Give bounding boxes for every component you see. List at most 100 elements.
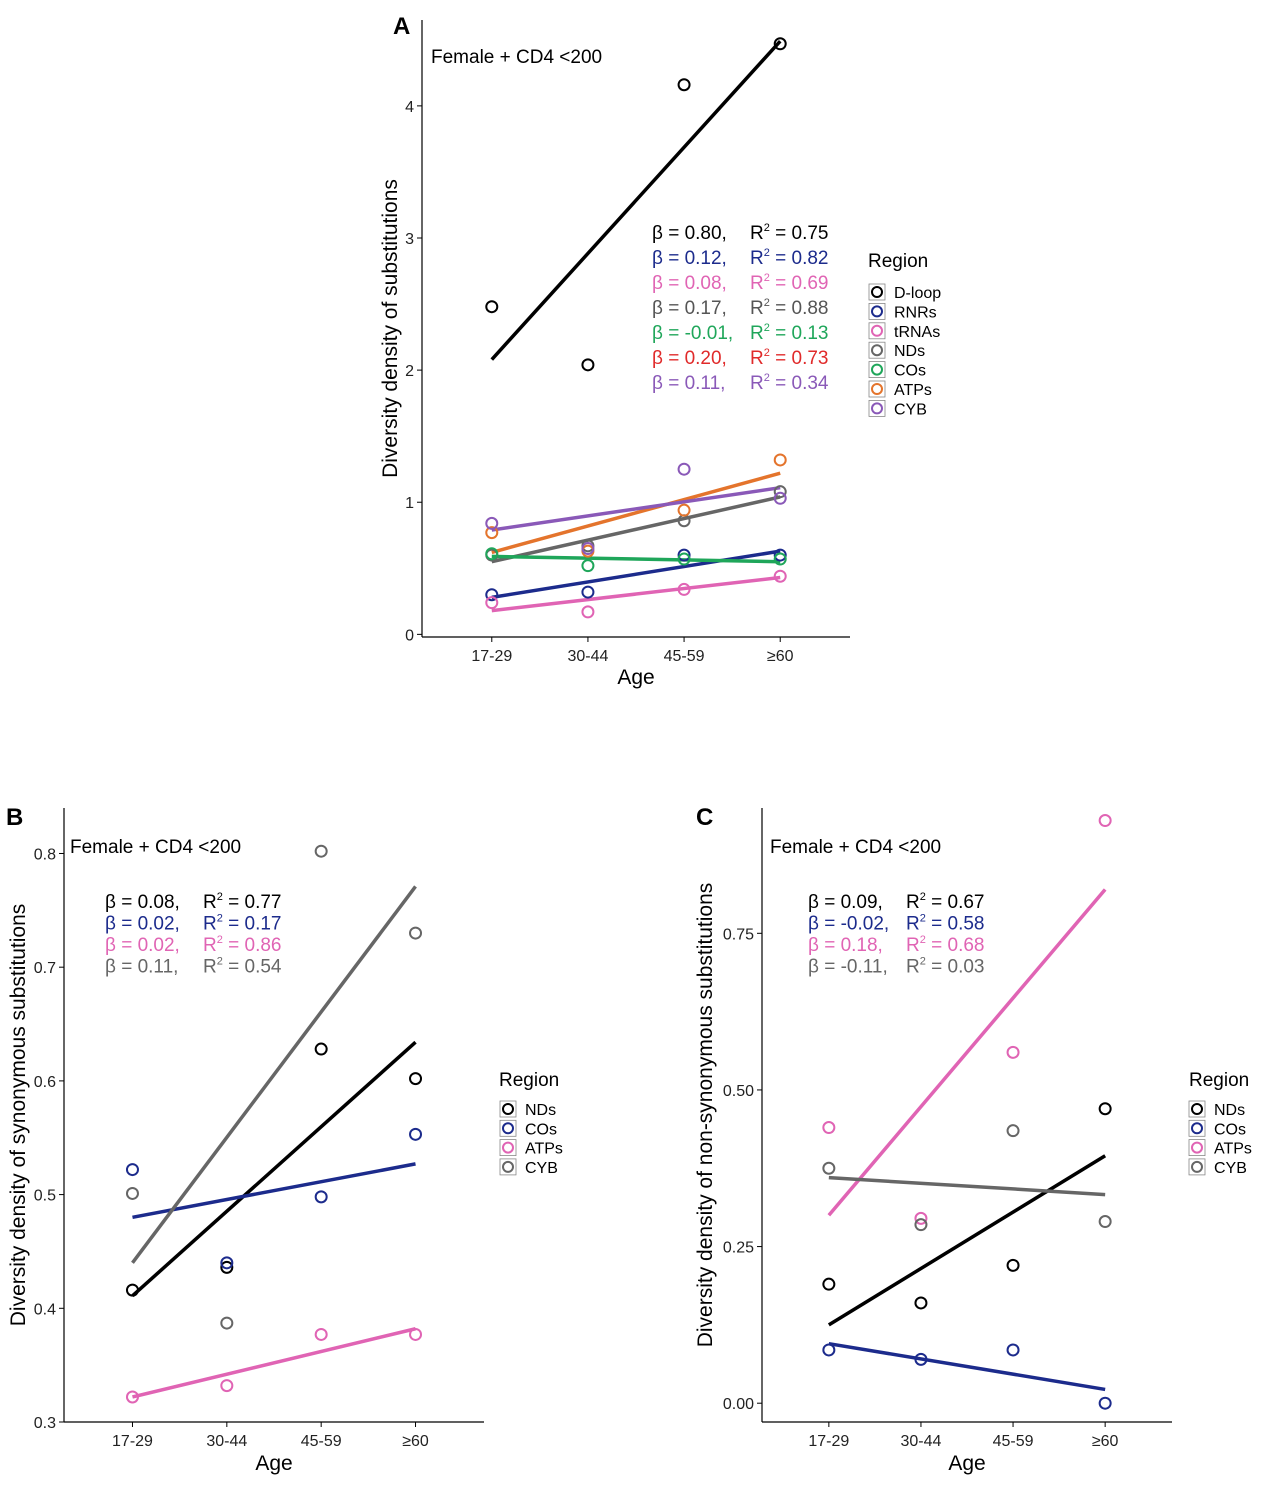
y-tick-label: 3 xyxy=(405,231,414,248)
y-tick-label: 0.50 xyxy=(723,1083,754,1100)
legend-key-box xyxy=(868,380,886,398)
legend-label-nds: NDs xyxy=(525,1102,556,1119)
x-axis-label: Age xyxy=(255,1452,292,1475)
stat-beta: β = 0.08, xyxy=(652,273,727,294)
data-point-cyb xyxy=(914,1218,928,1232)
x-tick-label: 45-59 xyxy=(301,1433,342,1450)
legend-key-box xyxy=(499,1119,517,1137)
y-tick-label: 0.8 xyxy=(34,846,56,863)
stat-r2: R2 = 0.13 xyxy=(750,322,829,344)
legend-key-box xyxy=(1188,1158,1206,1176)
data-point-nds xyxy=(773,485,787,499)
legend-key-cos xyxy=(1191,1122,1203,1135)
fit-line-cos xyxy=(828,1341,1106,1392)
data-point-rnrs xyxy=(485,588,499,602)
stat-r2: R2 = 0.82 xyxy=(750,247,829,269)
data-point-cyb xyxy=(125,1186,139,1200)
panel-annotation: Female + CD4 <200 xyxy=(70,837,241,858)
data-point-nds xyxy=(220,1260,234,1274)
stat-beta: β = 0.02, xyxy=(105,914,180,935)
x-tick-label: 17-29 xyxy=(112,1433,153,1450)
legend-key-atps xyxy=(1191,1141,1203,1154)
legend-key-atps xyxy=(871,383,883,395)
data-point-cos xyxy=(1006,1343,1020,1357)
stat-r2: R2 = 0.75 xyxy=(750,222,829,244)
legend-label-atps: ATPs xyxy=(1214,1141,1252,1158)
stat-r2: R2 = 0.88 xyxy=(750,297,829,319)
panel-letter: A xyxy=(393,13,410,40)
data-point-nds xyxy=(1006,1258,1020,1272)
legend-title: Region xyxy=(1189,1070,1249,1091)
data-point-d-loop xyxy=(773,37,787,51)
y-tick-label: 0 xyxy=(405,627,414,644)
legend-key-box xyxy=(1188,1100,1206,1118)
data-point-atps xyxy=(1006,1045,1020,1059)
data-point-d-loop xyxy=(581,358,595,372)
stat-r2: R2 = 0.34 xyxy=(750,372,829,394)
data-point-atps xyxy=(485,526,499,540)
stat-r2: R2 = 0.77 xyxy=(203,891,282,913)
legend-key-cyb xyxy=(871,402,883,415)
legend-label-atps: ATPs xyxy=(525,1141,563,1158)
data-point-rnrs xyxy=(581,585,595,599)
y-axis-label: Diversity density of substitutions xyxy=(379,179,402,478)
legend-label-nds: NDs xyxy=(894,343,925,360)
stat-beta: β = -0.01, xyxy=(652,323,733,344)
data-point-trnas xyxy=(773,569,787,583)
legend-key-cos xyxy=(502,1122,514,1135)
fit-line-nds xyxy=(491,495,781,564)
y-tick-label: 2 xyxy=(405,363,414,380)
fit-line-trnas xyxy=(491,575,781,613)
legend-key-box xyxy=(1188,1139,1206,1156)
fit-line-cos xyxy=(132,1162,416,1220)
data-point-cyb xyxy=(220,1316,234,1330)
y-tick-label: 4 xyxy=(405,99,414,116)
legend-key-cyb xyxy=(1191,1160,1203,1173)
legend-label-cos: COs xyxy=(525,1121,557,1138)
fit-line-cos xyxy=(491,554,781,564)
data-point-cos xyxy=(773,552,787,566)
x-tick-label: 30-44 xyxy=(900,1433,941,1450)
stat-r2: R2 = 0.68 xyxy=(906,934,985,956)
legend-label-nds: NDs xyxy=(1214,1102,1245,1119)
legend-key-box xyxy=(868,283,886,301)
data-point-trnas xyxy=(677,582,691,596)
data-point-atps xyxy=(773,453,787,467)
stat-r2: R2 = 0.86 xyxy=(203,934,282,956)
fit-line-atps xyxy=(132,1327,416,1399)
stat-beta: β = 0.02, xyxy=(105,935,180,956)
fit-line-rnrs xyxy=(491,549,781,600)
y-axis-label: Diversity density of synonymous substitu… xyxy=(7,904,30,1327)
legend-label-atps: ATPs xyxy=(894,382,932,399)
legend-key-cos xyxy=(871,363,883,376)
data-point-nds xyxy=(409,1072,423,1086)
data-point-atps xyxy=(914,1211,928,1225)
data-point-cyb xyxy=(773,491,787,505)
legend-key-trnas xyxy=(871,324,883,337)
data-point-cos xyxy=(125,1163,139,1177)
data-point-atps xyxy=(220,1379,234,1393)
data-point-cos xyxy=(581,559,595,573)
legend-label-cyb: CYB xyxy=(525,1160,558,1177)
data-point-cos xyxy=(220,1256,234,1270)
stat-r2: R2 = 0.17 xyxy=(203,913,282,935)
stat-r2: R2 = 0.73 xyxy=(750,347,829,369)
data-point-cyb xyxy=(581,541,595,555)
y-tick-label: 0.25 xyxy=(723,1240,754,1257)
data-point-nds xyxy=(1098,1102,1112,1116)
legend-key-box xyxy=(868,361,886,379)
legend-key-atps xyxy=(502,1141,514,1154)
data-point-cos xyxy=(409,1127,423,1141)
legend-key-cyb xyxy=(502,1160,514,1173)
data-point-nds xyxy=(314,1042,328,1056)
stat-beta: β = 0.20, xyxy=(652,348,727,369)
legend-key-box xyxy=(868,322,886,340)
legend-key-box xyxy=(868,341,886,359)
legend-key-box xyxy=(868,399,886,417)
data-point-cyb xyxy=(409,926,423,940)
data-point-cos xyxy=(822,1343,836,1357)
panel-c: C 0.00 0.25 0.50 0.75 17-29 30-44 45-59 ≥60 Age Di… xyxy=(694,804,1252,1475)
data-point-cyb xyxy=(677,462,691,476)
data-point-cos xyxy=(914,1352,928,1366)
